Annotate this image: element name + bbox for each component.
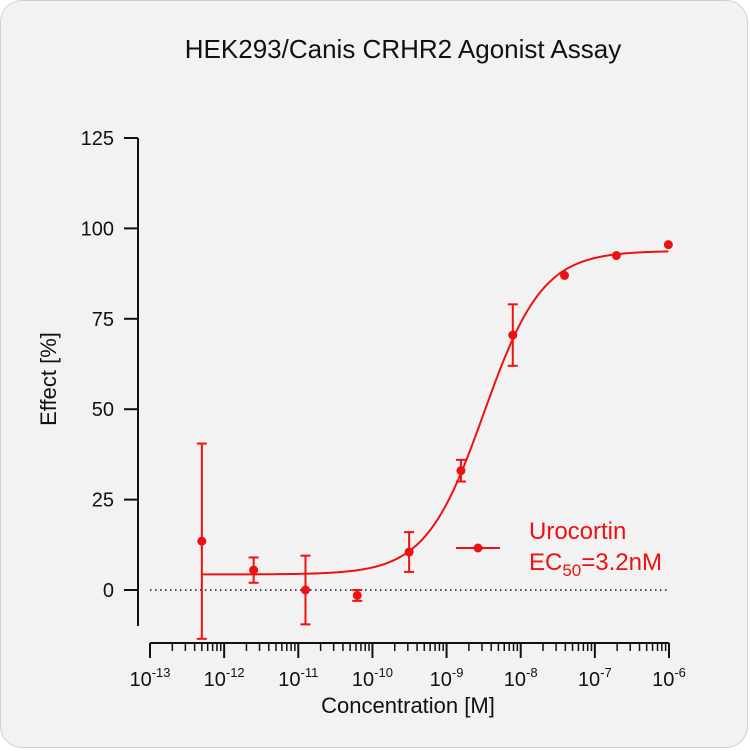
x-tick-label: 10-6 bbox=[652, 665, 686, 691]
data-point bbox=[197, 536, 207, 546]
data-point bbox=[611, 251, 621, 261]
legend-ec50: EC50=3.2nM bbox=[529, 549, 662, 580]
y-tick-label: 25 bbox=[92, 490, 114, 512]
legend-ec50-subscript: 50 bbox=[562, 561, 581, 580]
y-tick-label: 75 bbox=[92, 309, 114, 331]
legend-marker-dot bbox=[473, 543, 483, 553]
data-point bbox=[300, 585, 310, 595]
data-point bbox=[508, 330, 518, 340]
legend-series-name: Urocortin bbox=[529, 518, 626, 545]
y-tick-label: 0 bbox=[103, 580, 114, 602]
data-point bbox=[560, 270, 570, 280]
x-tick-label: 10-10 bbox=[352, 665, 393, 691]
y-tick-label: 50 bbox=[92, 399, 114, 421]
x-tick-label: 10-12 bbox=[204, 665, 245, 691]
y-tick-label: 125 bbox=[81, 128, 114, 150]
data-point bbox=[663, 240, 673, 250]
data-point bbox=[456, 466, 466, 476]
x-tick-label: 10-11 bbox=[278, 665, 318, 691]
y-axis-label: Effect [%] bbox=[36, 332, 61, 426]
data-point bbox=[249, 565, 259, 575]
x-tick-label: 10-13 bbox=[129, 665, 170, 691]
x-tick-label: 10-9 bbox=[430, 665, 464, 691]
fit-curve bbox=[201, 250, 669, 576]
y-tick-label: 100 bbox=[81, 218, 114, 240]
x-tick-label: 10-8 bbox=[504, 665, 538, 691]
x-tick-label: 10-7 bbox=[578, 665, 612, 691]
data-point bbox=[404, 547, 414, 557]
legend: Urocortin EC50=3.2nM bbox=[456, 518, 662, 580]
chart-title: HEK293/Canis CRHR2 Agonist Assay bbox=[185, 34, 621, 64]
x-axis-label: Concentration [M] bbox=[321, 693, 495, 718]
data-point bbox=[352, 590, 362, 600]
